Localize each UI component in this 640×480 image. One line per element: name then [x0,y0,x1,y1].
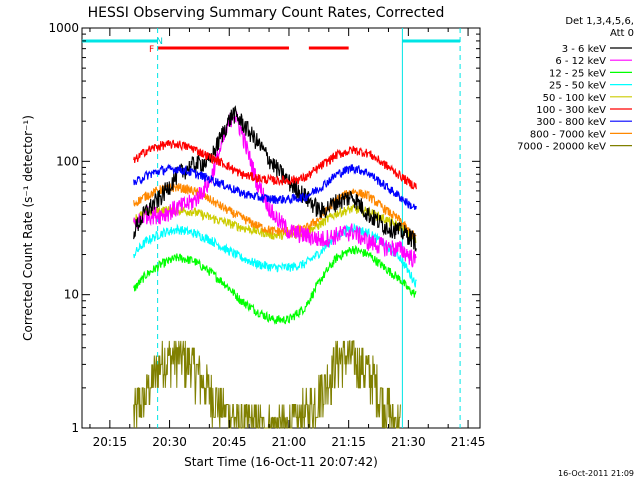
y-tick-label: 100 [56,154,79,168]
legend-label-100-300-kev: 100 - 300 keV [536,105,606,116]
x-tick-label: 21:30 [391,435,426,449]
flag-label-n: N [156,37,163,47]
series-line-800-7000-kev [133,182,417,239]
footer-timestamp: 16-Oct-2011 21:09 [558,469,634,478]
legend-label-800-7000-kev: 800 - 7000 keV [530,129,606,140]
series-line-12-25-kev [133,244,417,326]
legend-label-12-25-kev: 12 - 25 keV [549,68,606,79]
y-axis-ticks: 1 10 100 1000 [48,21,480,435]
series-line-100-300-kev [133,139,417,190]
legend-label-6-12-kev: 6 - 12 keV [555,56,606,67]
y-tick-label: 1 [71,421,79,435]
x-tick-label: 21:00 [272,435,307,449]
x-tick-label: 20:30 [152,435,187,449]
x-tick-label: 21:45 [451,435,486,449]
legend-label-25-50-kev: 25 - 50 keV [549,81,606,92]
series-layer [133,105,417,429]
legend-label-7000-20000-kev: 7000 - 20000 keV [517,142,606,153]
x-tick-label: 20:15 [93,435,128,449]
x-tick-label: 20:45 [212,435,247,449]
y-tick-label: 10 [64,288,79,302]
series-line-3-6-kev [133,105,417,253]
chart-title: HESSI Observing Summary Count Rates, Cor… [88,5,445,21]
series-line-300-800-kev [133,163,417,210]
y-axis-label: Corrected Count Rate (s⁻¹ detector⁻¹) [21,115,35,341]
y-tick-label: 1000 [48,21,79,35]
x-axis-ticks: 20:15 20:30 20:45 21:00 21:15 21:30 21:45 [89,28,486,449]
legend-label-50-100-kev: 50 - 100 keV [543,93,607,104]
legend-label-300-800-kev: 300 - 800 keV [536,117,606,128]
plot-frame [81,27,481,429]
x-axis-label: Start Time (16-Oct-11 20:07:42) [184,455,378,469]
legend-header-line-2: Att 0 [610,28,634,39]
legend-header-line-1: Det 1,3,4,5,6, [565,16,634,27]
series-line-6-12-kev [133,110,417,268]
x-tick-label: 21:15 [331,435,366,449]
series-line-7000-20000-kev [133,340,401,429]
flag-label-f: F [149,45,154,55]
legend-label-3-6-kev: 3 - 6 keV [562,44,606,55]
